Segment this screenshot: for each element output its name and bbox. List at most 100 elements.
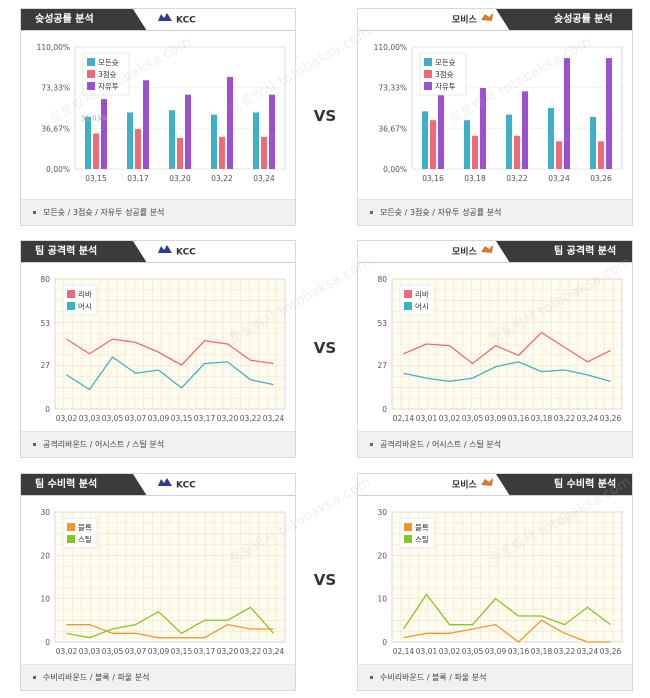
footer-text: 모든슛 / 3점슛 / 자유투 성공률 분석: [43, 208, 165, 217]
panel-title: 슛성공률 분석: [496, 9, 632, 31]
x-tick-label: 03,02: [439, 414, 461, 423]
bar: [606, 58, 612, 169]
panel-mobis-attack: 모비스 팀 공격력 분석 80 53 27 0 02,14 03,01 03,02 03,05…: [357, 240, 633, 458]
bar: [101, 99, 107, 169]
legend-swatch: [87, 82, 95, 90]
panel-header: 모비스 슛성공률 분석: [358, 9, 632, 31]
vs-label: VS: [313, 339, 337, 357]
x-tick-label: 03,05: [462, 414, 484, 423]
y-tick-label: 110,00%: [374, 43, 407, 52]
y-tick-label: 0: [45, 405, 50, 414]
x-tick-label: 03,02: [56, 414, 78, 423]
x-tick-label: 03,09: [148, 647, 170, 656]
legend-swatch: [424, 58, 432, 66]
panel-mobis-success: 모비스 슛성공률 분석 110,00% 73,33% 36,67% 0,00% 03,1…: [357, 8, 633, 226]
x-tick-label: 03,26: [600, 647, 622, 656]
header-divider: [358, 262, 632, 263]
bar: [438, 58, 444, 169]
team-name: KCC: [157, 9, 196, 31]
y-tick-label: 10: [40, 595, 50, 604]
series-line: [66, 356, 274, 391]
bullet-icon: [33, 676, 36, 679]
footer-text: 모든슛 / 3점슛 / 자유투 성공률 분석: [380, 208, 502, 217]
x-tick-label: 03,16: [508, 647, 530, 656]
legend-swatch: [424, 70, 432, 78]
y-tick-label: 53: [377, 319, 387, 328]
bar: [464, 120, 470, 169]
bar: [598, 141, 604, 169]
panel-kcc-attack: 팀 공격력 분석 KCC 80 53 27 0 03,02 03,03 03,05 03,07…: [20, 240, 296, 458]
bar: [590, 116, 596, 169]
bar: [219, 136, 225, 169]
panel-header: 슛성공률 분석 KCC: [21, 9, 295, 31]
x-tick-label: 03,22: [506, 174, 528, 183]
x-tick-label: 03,22: [554, 647, 576, 656]
y-tick-label: 36,67%: [41, 124, 70, 133]
bar: [261, 136, 267, 169]
bullet-icon: [33, 443, 36, 446]
series-line: [403, 331, 611, 365]
x-tick-label: 02,14: [393, 414, 415, 423]
header-divider: [358, 30, 632, 31]
y-tick-label: 20: [377, 551, 387, 560]
legend-label: 어시: [415, 301, 429, 311]
legend-swatch: [87, 70, 95, 78]
bar: [522, 91, 528, 169]
legend-swatch: [404, 302, 412, 310]
panel-kcc-defense: 팀 수비력 분석 KCC 30 20 10 0 03,02 03,03 03,05 03,07…: [20, 473, 296, 691]
y-tick-label: 0,00%: [383, 165, 407, 174]
legend-label: 자유투: [435, 82, 456, 91]
legend-label: 모든슛: [98, 58, 119, 67]
panel-footer: 수비리바운드 / 블록 / 파울 분석: [358, 664, 632, 690]
x-tick-label: 03,24: [577, 647, 599, 656]
y-tick-label: 73,33%: [41, 84, 70, 93]
vs-label: VS: [313, 571, 337, 589]
y-tick-label: 27: [377, 361, 387, 370]
bar: [185, 94, 191, 169]
y-tick-label: 0: [45, 638, 50, 647]
x-tick-label: 03,01: [416, 647, 438, 656]
bar: [93, 133, 99, 169]
bar: [135, 129, 141, 169]
x-tick-label: 03,22: [240, 414, 262, 423]
legend-swatch: [404, 523, 412, 531]
bar: [548, 108, 554, 169]
team-label: KCC: [176, 15, 196, 26]
legend-label: 3점슛: [98, 69, 117, 79]
panel-kcc-success: 슛성공률 분석 KCC 110,00% 73,33% 36,67% 0,00% 03,1…: [20, 8, 296, 226]
legend-swatch: [67, 523, 75, 531]
x-tick-label: 03,01: [416, 414, 438, 423]
legend-swatch: [67, 535, 75, 543]
x-tick-label: 03,07: [125, 647, 147, 656]
x-tick-label: 03,17: [194, 647, 216, 656]
bar: [211, 114, 217, 169]
mobis-logo-icon: [480, 9, 494, 31]
legend-label: 자유투: [98, 82, 119, 91]
panel-footer: 공격리바운드 / 어시스트 / 스틸 분석: [358, 431, 632, 457]
legend-label: 리바: [78, 289, 92, 299]
x-tick-label: 03,24: [263, 647, 285, 656]
x-tick-label: 03,22: [211, 174, 233, 183]
legend-label: 스틸: [78, 535, 92, 544]
x-tick-label: 03,18: [531, 647, 553, 656]
x-tick-label: 03,05: [102, 414, 124, 423]
x-tick-label: 03,22: [240, 647, 262, 656]
y-tick-label: 0,00%: [46, 165, 70, 174]
x-tick-label: 03,09: [485, 414, 507, 423]
x-tick-label: 03,09: [485, 647, 507, 656]
bar: [177, 137, 183, 169]
team-name: 모비스: [452, 474, 497, 496]
y-tick-label: 36,67%: [378, 124, 407, 133]
header-divider: [358, 495, 632, 496]
footer-text: 공격리바운드 / 어시스트 / 스틸 분석: [43, 440, 165, 449]
team-name: KCC: [157, 241, 196, 263]
team-label: KCC: [176, 480, 196, 491]
mobis-logo-icon: [480, 241, 494, 263]
panel-footer: 모든슛 / 3점슛 / 자유투 성공률 분석: [358, 199, 632, 225]
mobis-logo-icon: [480, 474, 494, 496]
y-tick-label: 30: [377, 508, 387, 517]
x-tick-label: 03,02: [56, 647, 78, 656]
bullet-icon: [370, 676, 373, 679]
